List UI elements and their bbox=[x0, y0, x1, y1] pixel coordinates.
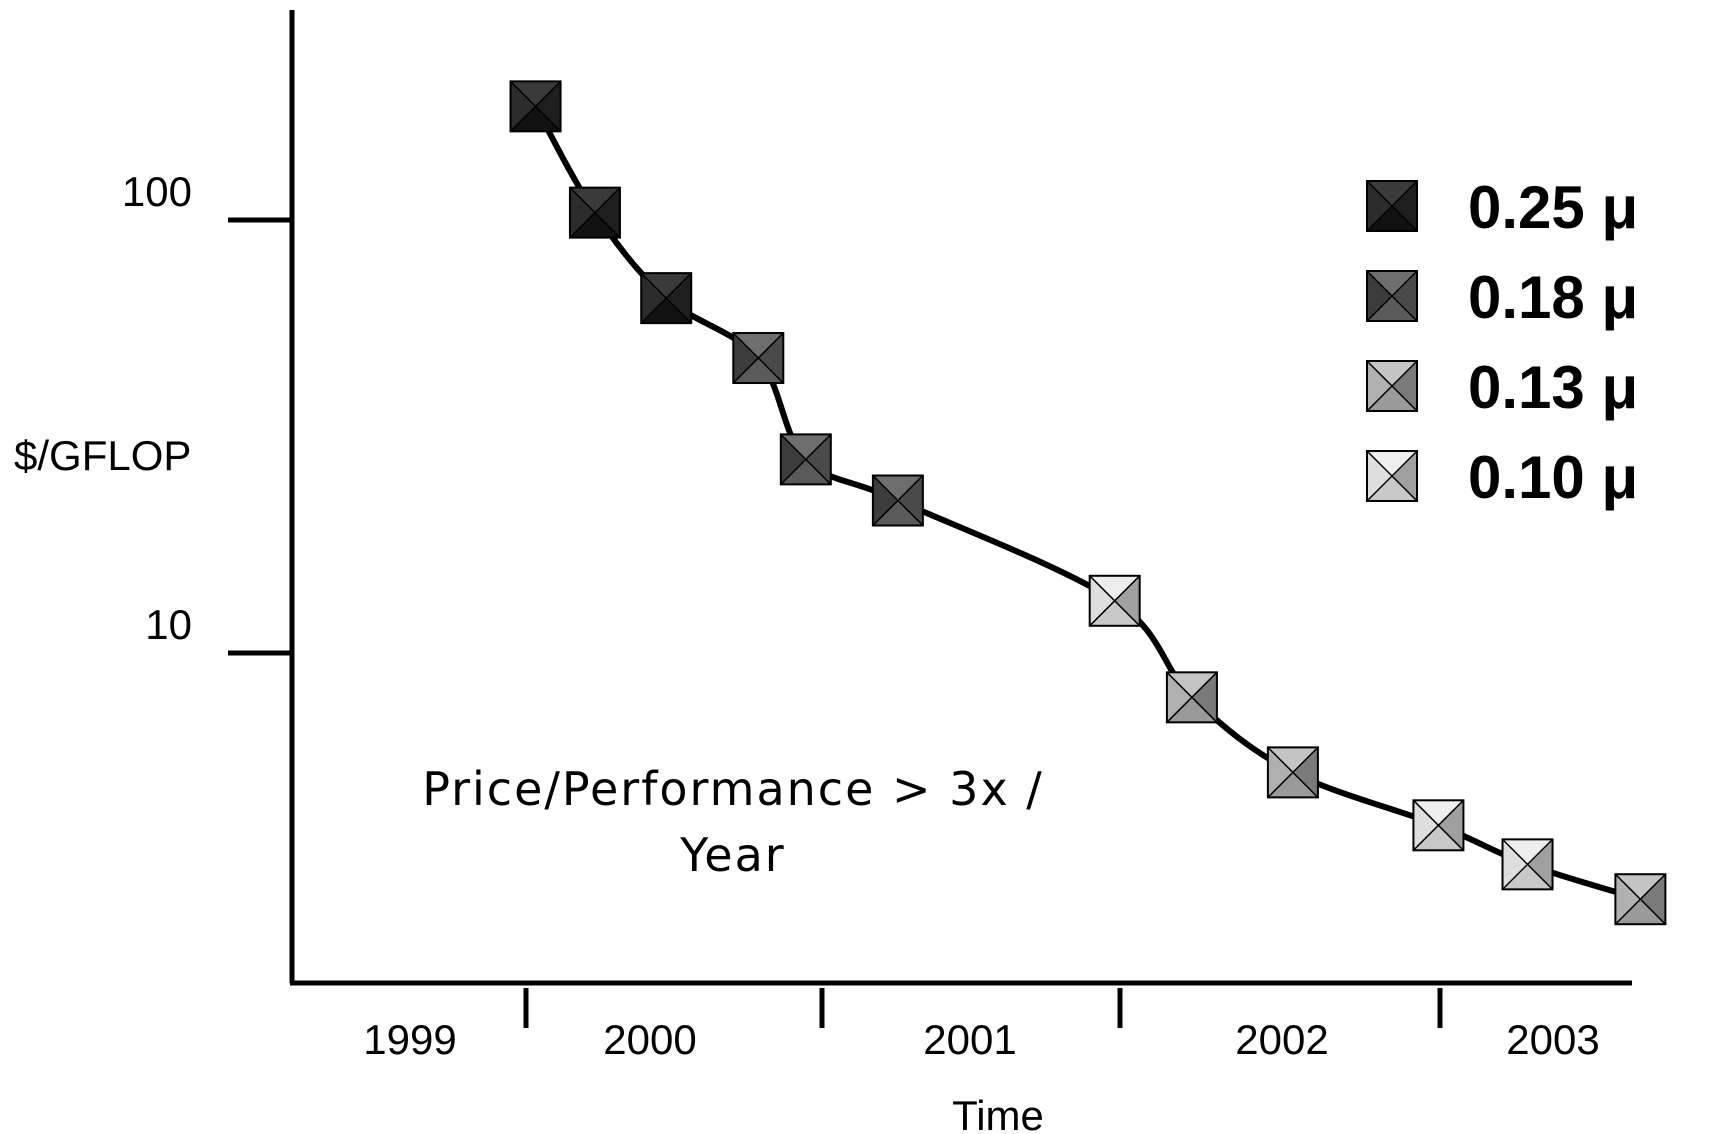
annotation-line-2: Year bbox=[679, 828, 785, 882]
data-point-9 bbox=[1412, 799, 1465, 852]
x-tick-label: 2001 bbox=[923, 1016, 1016, 1063]
annotation-line-1: Price/Performance > 3x / bbox=[422, 762, 1044, 816]
x-axis-title: Time bbox=[952, 1092, 1044, 1134]
data-point-4 bbox=[779, 433, 832, 486]
x-tick-label: 2002 bbox=[1235, 1016, 1328, 1063]
y-axis-title: $/GFLOP bbox=[14, 432, 191, 479]
legend-marker-0 bbox=[1366, 180, 1418, 232]
data-point-5 bbox=[871, 474, 924, 527]
legend-marker-3 bbox=[1366, 450, 1418, 502]
x-axis-ticks: 1999 2000 2001 2002 2003 bbox=[363, 988, 1600, 1063]
legend: 0.25 μ 0.18 μ 0.13 μ 0.10 μ bbox=[1366, 174, 1638, 511]
data-point-1 bbox=[568, 186, 621, 239]
y-tick-label: 10 bbox=[145, 601, 192, 648]
data-point-6 bbox=[1088, 574, 1141, 627]
x-tick-label: 1999 bbox=[363, 1016, 456, 1063]
legend-marker-1 bbox=[1366, 270, 1418, 322]
data-point-0 bbox=[509, 80, 562, 133]
legend-label-0: 0.25 μ bbox=[1468, 174, 1638, 241]
data-point-8 bbox=[1266, 746, 1319, 799]
data-point-3 bbox=[732, 332, 785, 385]
y-tick-label: 100 bbox=[122, 168, 192, 215]
data-point-2 bbox=[640, 272, 693, 325]
legend-label-2: 0.13 μ bbox=[1468, 354, 1638, 421]
data-point-11 bbox=[1614, 873, 1667, 926]
data-point-7 bbox=[1165, 671, 1218, 724]
x-tick-label: 2000 bbox=[603, 1016, 696, 1063]
legend-label-3: 0.10 μ bbox=[1468, 444, 1638, 511]
data-point-10 bbox=[1501, 838, 1554, 891]
x-tick-label: 2003 bbox=[1506, 1016, 1599, 1063]
series-markers bbox=[509, 80, 1667, 926]
legend-marker-2 bbox=[1366, 360, 1418, 412]
y-axis-ticks: 100 10 bbox=[122, 168, 290, 656]
legend-label-1: 0.18 μ bbox=[1468, 264, 1638, 331]
